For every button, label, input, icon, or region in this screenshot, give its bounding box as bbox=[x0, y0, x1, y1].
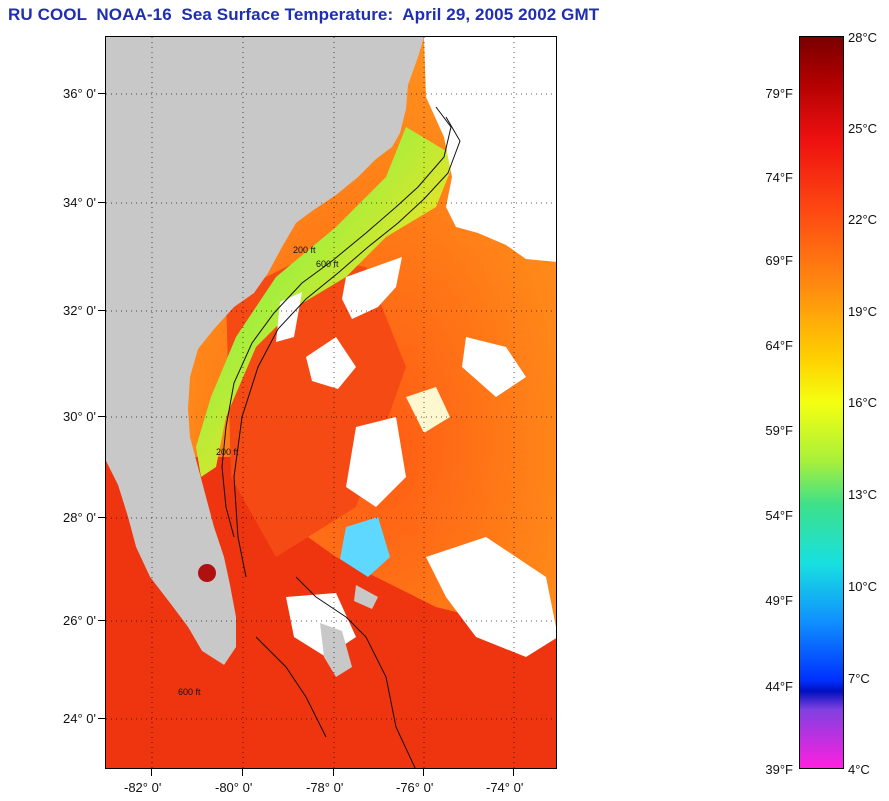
colorbar-c-28: 28°C bbox=[848, 30, 878, 45]
lat-label-26: 26° 0' bbox=[63, 613, 96, 628]
colorbar-c-7: 7°C bbox=[848, 671, 870, 686]
lat-label-24: 24° 0' bbox=[63, 711, 96, 726]
lon-label-80: -80° 0' bbox=[215, 780, 253, 795]
colorbar-f-59: 59°F bbox=[765, 423, 793, 438]
colorbar-f-39: 39°F bbox=[765, 762, 793, 777]
cloud-offshore-3 bbox=[462, 337, 526, 397]
lat-label-28: 28° 0' bbox=[63, 510, 96, 525]
colorbar-c-13: 13°C bbox=[848, 487, 878, 502]
lat-tick bbox=[98, 93, 105, 94]
cloud-offshore-1 bbox=[406, 387, 450, 433]
colorbar-c-4: 4°C bbox=[848, 762, 870, 777]
lat-tick bbox=[98, 310, 105, 311]
lat-tick bbox=[98, 718, 105, 719]
colorbar-f-44: 44°F bbox=[765, 679, 793, 694]
lake-okeechobee bbox=[198, 564, 216, 582]
cold-eddy bbox=[340, 517, 390, 577]
lat-tick bbox=[98, 517, 105, 518]
cloud-shelf-2 bbox=[306, 337, 356, 389]
lon-tick bbox=[151, 769, 152, 776]
colorbar-f-49: 49°F bbox=[765, 593, 793, 608]
colorbar-f-79: 79°F bbox=[765, 86, 793, 101]
cloud-offshore-2 bbox=[346, 417, 406, 507]
lat-tick bbox=[98, 202, 105, 203]
lon-label-78: -78° 0' bbox=[306, 780, 344, 795]
isobath-contours bbox=[221, 106, 461, 768]
colorbar-c-16: 16°C bbox=[848, 395, 878, 410]
colorbar-f-74: 74°F bbox=[765, 170, 793, 185]
lon-label-74: -74° 0' bbox=[486, 780, 524, 795]
cloud-northeast bbox=[424, 37, 556, 262]
isobath-label-2: 600 ft bbox=[316, 259, 339, 269]
andros-island bbox=[320, 623, 352, 677]
lat-tick bbox=[98, 620, 105, 621]
graticule bbox=[106, 37, 556, 768]
cloud-cape-hatteras bbox=[342, 257, 402, 319]
isobath-label-1: 200 ft bbox=[293, 245, 316, 255]
colorbar-c-19: 19°C bbox=[848, 304, 878, 319]
land-us-east-coast bbox=[106, 37, 424, 665]
gulf-of-mexico bbox=[106, 461, 256, 768]
colorbar-c-25: 25°C bbox=[848, 121, 878, 136]
lat-tick bbox=[98, 416, 105, 417]
lon-tick bbox=[423, 769, 424, 776]
colorbar-c-22: 22°C bbox=[848, 212, 878, 227]
colorbar-f-69: 69°F bbox=[765, 253, 793, 268]
isobath-label-3: 600 ft bbox=[178, 687, 201, 697]
lat-label-30: 30° 0' bbox=[63, 409, 96, 424]
lon-label-82: -82° 0' bbox=[124, 780, 162, 795]
lat-label-34: 34° 0' bbox=[63, 195, 96, 210]
sst-map-canvas bbox=[106, 37, 556, 768]
lon-tick bbox=[333, 769, 334, 776]
colorbar-f-64: 64°F bbox=[765, 338, 793, 353]
grand-bahama-island bbox=[354, 585, 378, 609]
map-title: RU COOL NOAA-16 Sea Surface Temperature:… bbox=[8, 5, 600, 24]
temperature-colorbar bbox=[799, 36, 844, 769]
lon-tick bbox=[513, 769, 514, 776]
colorbar-f-54: 54°F bbox=[765, 508, 793, 523]
cold-shelf-water bbox=[196, 127, 456, 477]
lat-label-32: 32° 0' bbox=[63, 303, 96, 318]
colorbar-c-10: 10°C bbox=[848, 579, 878, 594]
cloud-bahamas-east bbox=[426, 537, 556, 657]
lat-label-36: 36° 0' bbox=[63, 86, 96, 101]
sst-map[interactable]: 200 ft 600 ft 600 ft 200 ft bbox=[105, 36, 557, 769]
isobath-label-4: 200 ft bbox=[216, 447, 239, 457]
lon-tick bbox=[242, 769, 243, 776]
lon-label-76: -76° 0' bbox=[396, 780, 434, 795]
